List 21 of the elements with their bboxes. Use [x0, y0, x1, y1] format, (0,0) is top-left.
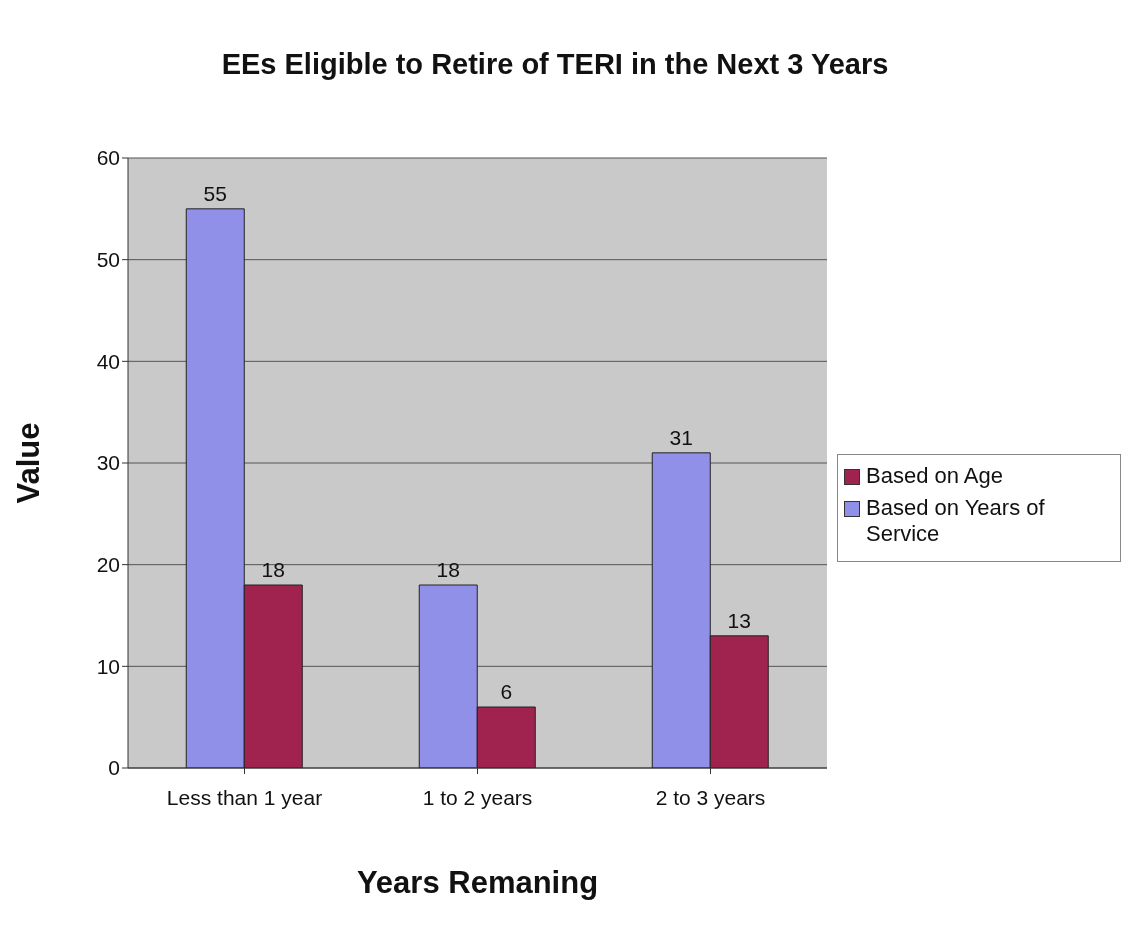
chart-title: EEs Eligible to Retire of TERI in the Next 3 Years: [220, 47, 890, 82]
y-tick-label: 60: [96, 146, 120, 170]
data-label: 55: [203, 181, 227, 205]
data-label: 31: [669, 425, 693, 449]
y-tick-label: 40: [96, 349, 120, 373]
x-tick-label: Less than 1 year: [166, 785, 323, 809]
y-tick-label: 10: [96, 654, 120, 678]
y-axis-title: Value: [11, 422, 47, 504]
x-tick-label: 2 to 3 years: [655, 785, 766, 809]
legend-label: Based on Age: [866, 463, 1004, 489]
data-label: 18: [436, 558, 460, 581]
data-label: 13: [727, 608, 751, 632]
data-label: 6: [500, 680, 513, 703]
y-tick-label: 0: [108, 756, 120, 780]
x-axis-title: Years Remaning: [356, 865, 599, 900]
data-label: 18: [261, 558, 285, 581]
y-tick-label: 50: [96, 248, 120, 272]
legend-label: Based on Years of Service: [866, 495, 1046, 547]
x-tick-label: 1 to 2 years: [422, 785, 533, 809]
y-tick-label: 20: [96, 553, 120, 577]
y-tick-label: 30: [96, 451, 120, 475]
